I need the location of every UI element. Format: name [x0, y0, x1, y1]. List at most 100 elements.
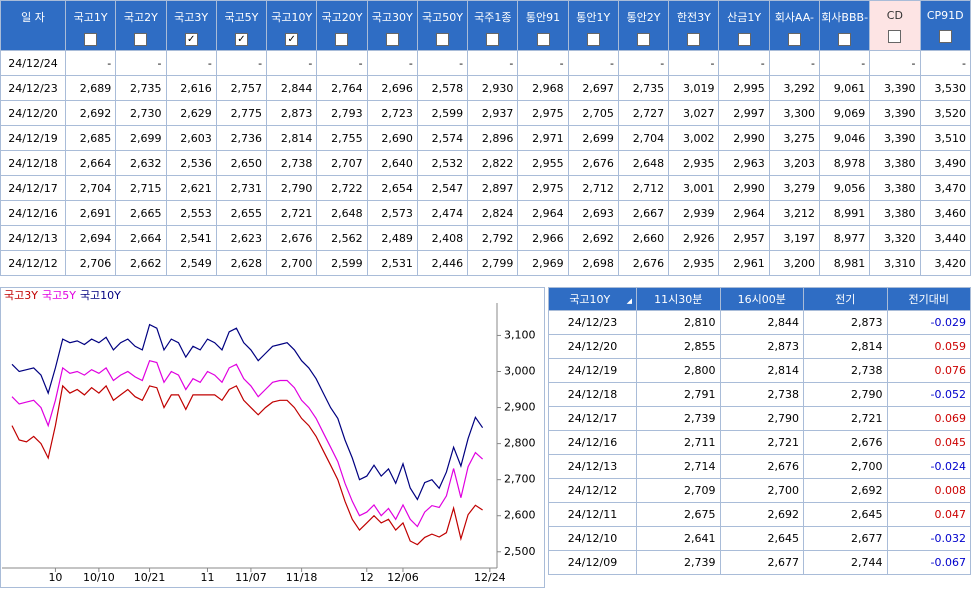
rate-cell: 2,676 — [617, 250, 670, 276]
rate-cell: 3,520 — [919, 100, 972, 126]
rate-cell: 2,764 — [316, 75, 368, 101]
chart-frame — [0, 287, 545, 588]
checkbox[interactable] — [838, 33, 852, 46]
checkbox[interactable] — [536, 33, 550, 46]
checkbox[interactable] — [84, 33, 98, 46]
rate-cell: 2,814 — [266, 125, 318, 151]
rate-cell: - — [215, 50, 268, 76]
rate-cell: 2,712 — [567, 175, 619, 201]
checkbox[interactable] — [486, 33, 500, 46]
column-header: 국고20Y — [316, 0, 368, 51]
rate-cell: 2,689 — [64, 75, 117, 101]
checkbox[interactable]: ✓ — [285, 33, 299, 46]
column-label: 국고20Y — [321, 11, 363, 24]
rate-cell: 2,664 — [115, 225, 167, 251]
column-header: 국고10Y ◢ — [548, 287, 637, 311]
rate-cell: 2,712 — [617, 175, 670, 201]
rate-cell: 3,390 — [869, 75, 921, 101]
value-cell: 2,641 — [636, 526, 721, 551]
date-cell: 24/12/17 — [0, 175, 66, 201]
y-tick-label: 3,100 — [504, 328, 536, 341]
rate-cell: 2,735 — [617, 75, 670, 101]
rate-cell: 2,707 — [316, 150, 368, 176]
checkbox[interactable] — [888, 30, 902, 43]
date-cell: 24/12/11 — [548, 502, 637, 527]
date-cell: 24/12/20 — [548, 334, 637, 359]
rate-cell: 2,775 — [215, 100, 268, 126]
column-label: 국고30Y — [371, 11, 413, 24]
column-label: 국고2Y — [123, 11, 158, 24]
checkbox[interactable] — [938, 30, 952, 43]
checkbox[interactable] — [335, 33, 349, 46]
value-cell: 2,692 — [719, 502, 804, 527]
column-header: 통안2Y — [617, 0, 670, 51]
checkbox[interactable] — [737, 33, 751, 46]
checkbox[interactable] — [435, 33, 449, 46]
chart: 2,500 2,600 2,700 2,800 2,900 3,000 3,100 10 10/… — [0, 287, 545, 588]
value-cell: 2,739 — [636, 406, 721, 431]
table-row: 24/12/12 2,706 2,662 2,549 2,628 2,700 2,599 2,… — [0, 250, 972, 276]
rate-cell: 2,757 — [215, 75, 268, 101]
column-header: 한전3Y — [668, 0, 720, 51]
table-row: 24/12/09 2,739 2,677 2,744 -0.067 — [548, 550, 971, 575]
rate-cell: - — [366, 50, 418, 76]
column-label: 국고10Y — [271, 11, 313, 24]
value-cell: 2,711 — [636, 430, 721, 455]
rate-cell: 9,069 — [818, 100, 871, 126]
date-cell: 24/12/13 — [0, 225, 66, 251]
column-header: 전기대비 — [886, 287, 971, 311]
column-header: 국고10Y ✓ — [266, 0, 318, 51]
rate-cell: 2,731 — [215, 175, 268, 201]
rate-cell: 2,699 — [567, 125, 619, 151]
table-row: 24/12/20 2,692 2,730 2,629 2,775 2,873 2,793 2,… — [0, 100, 972, 126]
rate-cell: 3,197 — [768, 225, 820, 251]
checkbox[interactable]: ✓ — [234, 33, 248, 46]
column-label: 국고50Y — [422, 11, 463, 24]
rate-cell: 2,660 — [617, 225, 670, 251]
date-cell: 24/12/12 — [0, 250, 66, 276]
value-cell: 2,714 — [636, 454, 721, 479]
column-label: CD — [886, 9, 903, 22]
rate-cell: - — [64, 50, 117, 76]
rate-cell: 2,697 — [567, 75, 619, 101]
rate-cell: 2,736 — [215, 125, 268, 151]
rate-cell: 3,510 — [919, 125, 972, 151]
rate-cell: 2,690 — [366, 125, 418, 151]
value-cell: 2,810 — [636, 310, 721, 335]
rate-cell: 3,390 — [869, 125, 921, 151]
rate-cell: 2,667 — [617, 200, 670, 226]
checkbox[interactable] — [687, 33, 701, 46]
rate-cell: 2,694 — [64, 225, 117, 251]
checkbox[interactable] — [134, 33, 148, 46]
checkbox[interactable] — [385, 33, 399, 46]
value-cell: 2,676 — [719, 454, 804, 479]
rate-cell: - — [517, 50, 569, 76]
checkbox[interactable] — [787, 33, 801, 46]
table-row: 24/12/11 2,675 2,692 2,645 0.047 — [548, 502, 971, 527]
rate-cell: 2,700 — [266, 250, 318, 276]
rate-cell: - — [718, 50, 770, 76]
checkbox[interactable] — [637, 33, 651, 46]
date-cell: 24/12/16 — [548, 430, 637, 455]
rate-cell: 2,727 — [617, 100, 670, 126]
rate-cell: 2,793 — [316, 100, 368, 126]
checkbox[interactable]: ✓ — [184, 33, 198, 46]
rate-cell: 2,562 — [316, 225, 368, 251]
rate-cell: 2,578 — [416, 75, 469, 101]
rate-cell: 2,654 — [366, 175, 418, 201]
rate-cell: 3,203 — [768, 150, 820, 176]
column-header: 국고5Y ✓ — [215, 0, 268, 51]
value-cell: 2,677 — [719, 550, 804, 575]
checkbox[interactable] — [586, 33, 600, 46]
date-cell: 24/12/19 — [0, 125, 66, 151]
rate-cell: 3,200 — [768, 250, 820, 276]
rate-cell: 2,969 — [517, 250, 569, 276]
value-cell: 2,791 — [636, 382, 721, 407]
date-cell: 24/12/23 — [548, 310, 637, 335]
rate-cell: 2,623 — [215, 225, 268, 251]
value-cell: 2,790 — [803, 382, 888, 407]
rate-cell: - — [467, 50, 519, 76]
rate-cell: 2,961 — [718, 250, 770, 276]
value-cell: 2,721 — [719, 430, 804, 455]
column-header: 통안91 — [517, 0, 569, 51]
